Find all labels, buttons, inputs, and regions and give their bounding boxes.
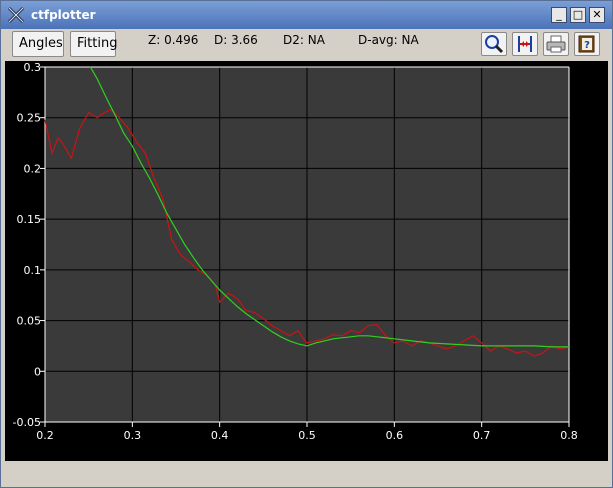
- y-tick-label: 0.3: [24, 61, 42, 74]
- x-tick-label: 0.3: [124, 429, 142, 442]
- maximize-button[interactable]: □: [570, 7, 586, 23]
- y-tick-label: -0.05: [13, 416, 41, 429]
- x-tick-label: 0.6: [386, 429, 404, 442]
- y-tick-label: 0.2: [24, 162, 42, 175]
- ctf-plot[interactable]: 0.2 0.3 0.4 0.5 0.6 0.7 0.8 -0.05 0 0.05 0.1 0.15 0.…: [5, 61, 608, 461]
- x-tick-label: 0.4: [211, 429, 229, 442]
- zoom-button[interactable]: [481, 32, 507, 56]
- x-tick-label: 0.2: [36, 429, 54, 442]
- z-readout: Z: 0.496: [148, 33, 199, 47]
- fitting-button[interactable]: Fitting: [70, 31, 117, 57]
- minimize-button[interactable]: _: [551, 7, 567, 23]
- y-tick-label: 0.25: [17, 112, 42, 125]
- x-tick-label: 0.5: [298, 429, 316, 442]
- window-title: ctfplotter: [31, 8, 96, 22]
- d2-readout: D2: NA: [283, 33, 325, 47]
- help-button[interactable]: ?: [574, 32, 600, 56]
- measured-power-line: [44, 108, 570, 357]
- y-tick-label: 0.15: [17, 213, 42, 226]
- zoom-icon: [485, 35, 504, 54]
- davg-readout: D-avg: NA: [358, 33, 419, 47]
- ctf-fit-line: [89, 66, 569, 348]
- app-x-icon: [7, 6, 25, 24]
- range-button[interactable]: [512, 32, 538, 56]
- range-icon: [518, 36, 532, 52]
- close-button[interactable]: ✕: [589, 7, 605, 23]
- print-icon: [546, 35, 566, 53]
- d-readout: D: 3.66: [214, 33, 258, 47]
- y-tick-label: 0.1: [24, 264, 42, 277]
- angles-button[interactable]: Angles: [12, 31, 64, 57]
- help-icon: ?: [578, 35, 595, 53]
- svg-text:?: ?: [584, 40, 590, 51]
- plot-panel: 0.2 0.3 0.4 0.5 0.6 0.7 0.8 -0.05 0 0.05 0.1 0.15 0.…: [5, 61, 608, 461]
- print-button[interactable]: [543, 32, 569, 56]
- y-tick-label: 0.05: [17, 315, 42, 328]
- toolbar: Angles Fitting Z: 0.496 D: 3.66 D2: NA D…: [1, 29, 612, 61]
- x-tick-label: 0.7: [473, 429, 491, 442]
- y-tick-label: 0: [34, 365, 41, 378]
- title-bar[interactable]: ctfplotter _ □ ✕: [1, 1, 612, 29]
- x-tick-label: 0.8: [560, 429, 578, 442]
